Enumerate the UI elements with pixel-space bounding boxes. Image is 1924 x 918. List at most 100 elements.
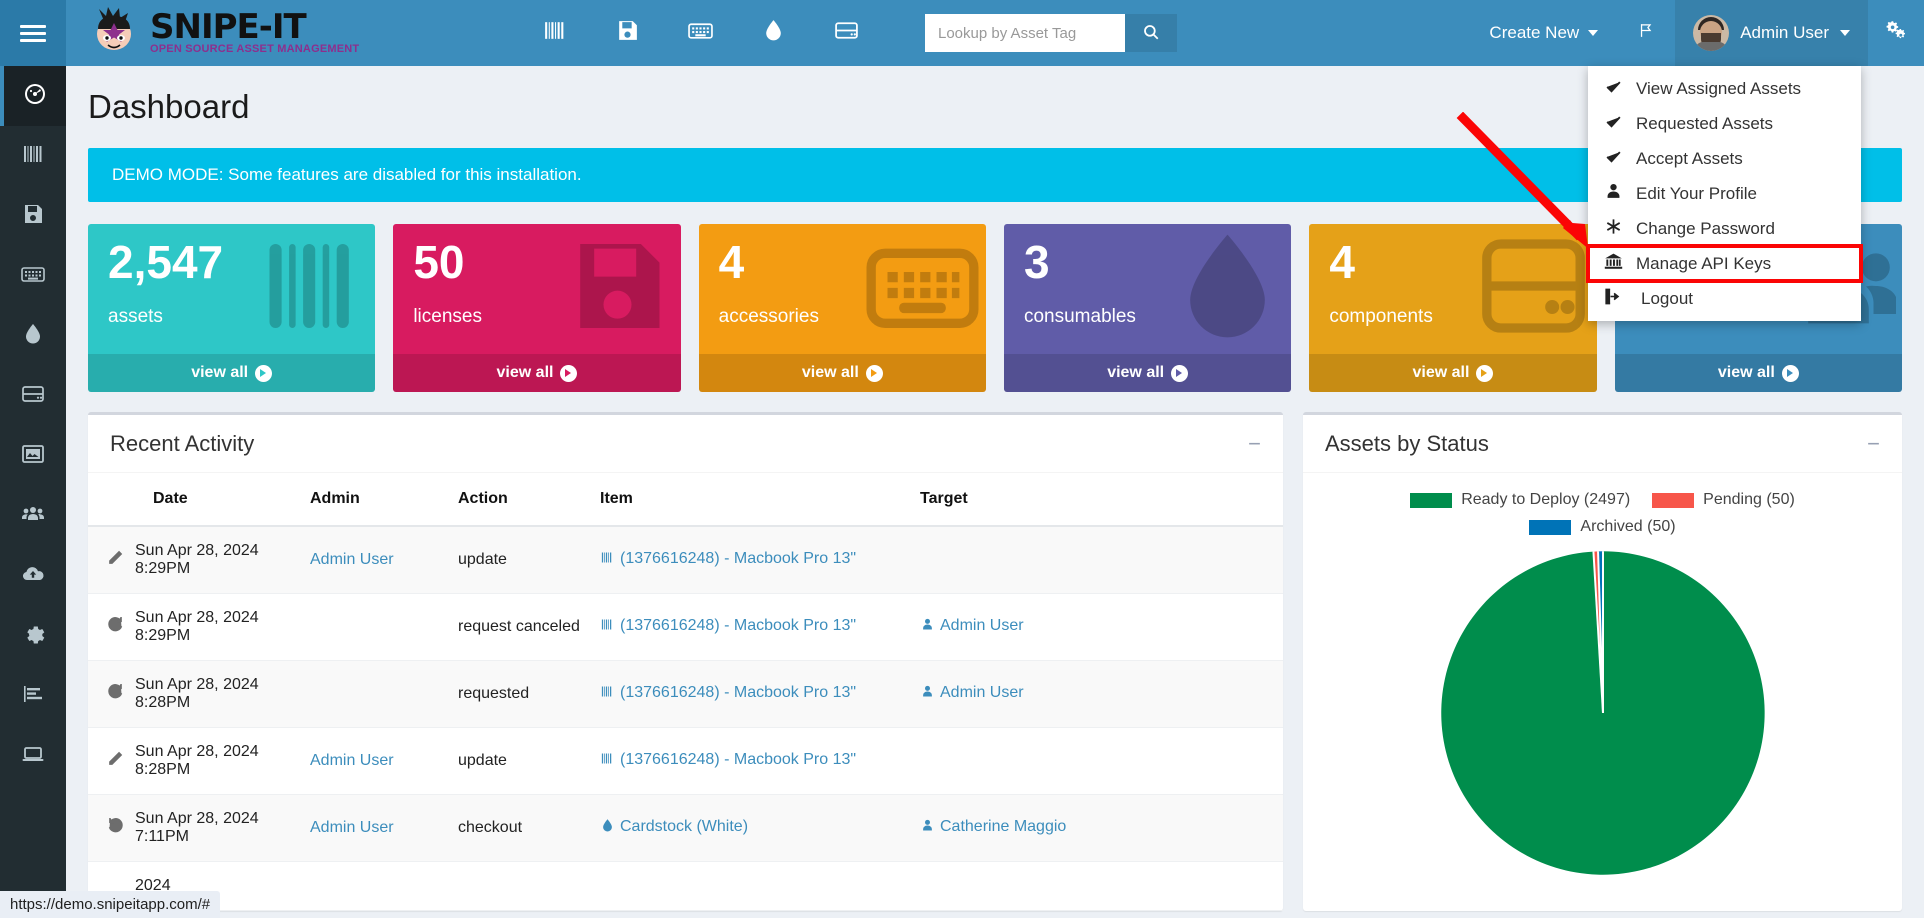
target-link[interactable]: Admin User	[940, 617, 1024, 634]
image-frame-icon	[21, 442, 45, 471]
cell-target	[920, 727, 1283, 795]
droplet-icon[interactable]	[761, 18, 786, 48]
admin-link[interactable]: Admin User	[310, 819, 394, 836]
assets-by-status-pie[interactable]	[1303, 540, 1902, 878]
table-row[interactable]: Sun Apr 28, 2024 8:28PM Admin User updat…	[88, 727, 1283, 795]
user-menu-button[interactable]: Admin User	[1675, 0, 1868, 66]
sidebar-item-requestable[interactable]	[0, 726, 66, 786]
sidebar-item-people[interactable]	[0, 486, 66, 546]
view-all-label: view all	[496, 364, 554, 381]
cell-admin[interactable]: Admin User	[310, 526, 458, 594]
collapse-panel-button[interactable]: −	[1248, 430, 1261, 456]
sidebar-item-reports[interactable]	[0, 666, 66, 726]
view-all-link[interactable]: view all	[393, 354, 681, 392]
panels-row: Recent Activity − Date Admin Action Item…	[66, 392, 1924, 911]
cell-admin[interactable]: Admin User	[310, 727, 458, 795]
view-all-label: view all	[1107, 364, 1165, 381]
view-all-link[interactable]: view all	[1003, 354, 1292, 392]
search-input[interactable]	[925, 14, 1125, 52]
floppy-disk-icon[interactable]	[615, 18, 640, 48]
stat-card-licenses[interactable]: 50 licenses view all	[393, 224, 681, 392]
cell-target[interactable]: Catherine Maggio	[920, 794, 1283, 862]
menu-item-manage-api-keys[interactable]: Manage API Keys	[1586, 244, 1863, 283]
cell-item[interactable]: (1376616248) - Macbook Pro 13"	[600, 660, 920, 728]
stat-card-consumables[interactable]: 3 consumables view all	[1003, 224, 1292, 392]
target-link[interactable]: Admin User	[940, 684, 1024, 701]
menu-item-requested-assets[interactable]: Requested Assets	[1588, 106, 1861, 141]
legend-swatch	[1410, 492, 1453, 508]
arrow-circle-right-icon	[255, 364, 273, 382]
panel-title: Assets by Status	[1325, 430, 1489, 456]
legend-item[interactable]: Archived (50)	[1333, 518, 1872, 536]
sidebar-item-import[interactable]	[0, 546, 66, 606]
cell-date: Sun Apr 28, 2024 7:11PM	[135, 794, 310, 862]
legend-item[interactable]: Pending (50)	[1652, 491, 1795, 509]
table-row[interactable]: Sun Apr 28, 2024 8:29PM request canceled…	[88, 593, 1283, 661]
cell-item[interactable]: (1376616248) - Macbook Pro 13"	[600, 593, 920, 661]
chevron-down-icon	[1588, 30, 1599, 36]
recent-activity-table: Date Admin Action Item Target Sun Apr 28…	[88, 473, 1283, 911]
sidebar-item-assets[interactable]	[0, 126, 66, 186]
item-link[interactable]: (1376616248) - Macbook Pro 13"	[620, 550, 857, 567]
barcode-icon[interactable]	[542, 18, 567, 48]
table-row[interactable]: Sun Apr 28, 2024 8:29PM Admin User updat…	[88, 526, 1283, 594]
item-link[interactable]: Cardstock (White)	[620, 818, 749, 835]
cell-target[interactable]: Admin User	[920, 660, 1283, 728]
menu-item-change-password[interactable]: Change Password	[1588, 211, 1861, 246]
sidebar-item-settings[interactable]	[0, 606, 66, 666]
table-row[interactable]: 2024	[88, 861, 1283, 911]
cell-date: Sun Apr 28, 2024 8:28PM	[135, 660, 310, 728]
item-link[interactable]: (1376616248) - Macbook Pro 13"	[620, 751, 857, 768]
sidebar-item-predefined-kits[interactable]	[0, 426, 66, 486]
stat-card-accessories[interactable]: 4 accessories view all	[698, 224, 986, 392]
create-new-menu[interactable]: Create New	[1469, 0, 1618, 66]
cloud-upload-icon	[21, 562, 45, 591]
server-icon	[21, 382, 45, 411]
sidebar-item-accessories[interactable]	[0, 246, 66, 306]
brand-logo-link[interactable]: SNIPE-IT OPEN SOURCE ASSET MANAGEMENT	[66, 7, 496, 59]
menu-item-accept-assets[interactable]: Accept Assets	[1588, 141, 1861, 176]
view-all-label: view all	[191, 364, 249, 381]
chevron-down-icon	[1840, 30, 1850, 36]
cell-item[interactable]: (1376616248) - Macbook Pro 13"	[600, 727, 920, 795]
sidebar-item-licenses[interactable]	[0, 186, 66, 246]
table-row[interactable]: Sun Apr 28, 2024 7:11PM Admin User check…	[88, 794, 1283, 862]
col-date: Date	[135, 473, 310, 527]
item-link[interactable]: (1376616248) - Macbook Pro 13"	[620, 684, 857, 701]
sidebar-item-dashboard[interactable]	[0, 66, 66, 126]
admin-link[interactable]: Admin User	[310, 551, 394, 568]
view-all-label: view all	[1412, 364, 1470, 381]
stat-card-assets[interactable]: 2,547 assets view all	[88, 224, 376, 392]
stat-card-components[interactable]: 4 components view all	[1309, 224, 1597, 392]
settings-gears-button[interactable]	[1868, 0, 1924, 66]
item-link[interactable]: (1376616248) - Macbook Pro 13"	[620, 617, 857, 634]
menu-item-logout[interactable]: Logout	[1588, 281, 1861, 316]
view-all-link[interactable]: view all	[1614, 354, 1902, 392]
user-icon	[920, 684, 935, 704]
user-icon	[920, 617, 935, 637]
navbar-quick-icons	[542, 18, 859, 48]
table-row[interactable]: Sun Apr 28, 2024 8:28PM requested (13766…	[88, 660, 1283, 728]
admin-link[interactable]: Admin User	[310, 752, 394, 769]
server-icon[interactable]	[834, 18, 859, 48]
menu-item-view-assigned-assets[interactable]: View Assigned Assets	[1588, 71, 1861, 106]
refresh-icon	[106, 616, 125, 638]
target-link[interactable]: Catherine Maggio	[940, 818, 1067, 835]
sidebar-toggle-button[interactable]	[0, 0, 66, 66]
view-all-link[interactable]: view all	[1309, 354, 1597, 392]
collapse-panel-button[interactable]: −	[1867, 430, 1880, 456]
legend-item[interactable]: Ready to Deploy (2497)	[1410, 491, 1630, 509]
view-all-link[interactable]: view all	[698, 354, 986, 392]
menu-item-edit-your-profile[interactable]: Edit Your Profile	[1588, 176, 1861, 211]
view-all-link[interactable]: view all	[88, 354, 376, 392]
cell-item[interactable]: Cardstock (White)	[600, 794, 920, 862]
keyboard-icon[interactable]	[688, 18, 713, 48]
sidebar-item-components[interactable]	[0, 366, 66, 426]
search-button[interactable]	[1125, 14, 1177, 52]
cell-admin[interactable]: Admin User	[310, 794, 458, 862]
cell-item[interactable]: (1376616248) - Macbook Pro 13"	[600, 526, 920, 594]
language-flag-button[interactable]	[1618, 0, 1675, 66]
cell-target[interactable]: Admin User	[920, 593, 1283, 661]
sidebar-item-consumables[interactable]	[0, 306, 66, 366]
